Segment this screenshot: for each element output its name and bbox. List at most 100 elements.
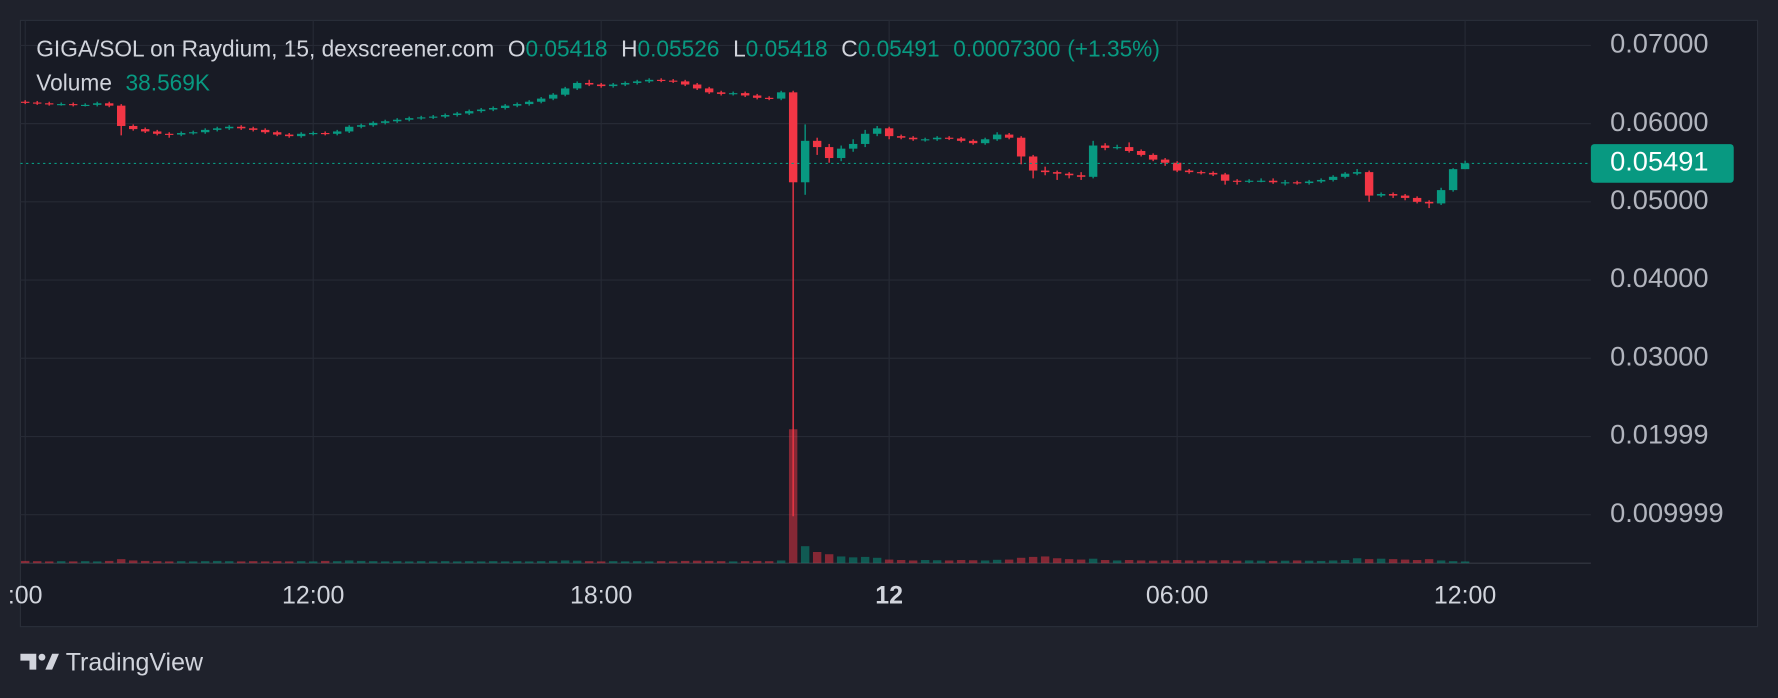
candle-body [560, 88, 570, 95]
volume-bar [812, 551, 822, 564]
volume-bar [416, 561, 426, 564]
volume-bar [129, 560, 138, 564]
candle-body [1184, 170, 1194, 173]
volume-bar [932, 560, 942, 564]
ohlc-letter: H [621, 37, 638, 63]
ohlc-value: 0.05418 [745, 37, 828, 63]
volume-bar [536, 561, 546, 564]
candle-body [656, 79, 666, 81]
candle-body [1388, 194, 1398, 196]
volume-bar [872, 557, 882, 564]
x-tick-label: 12:00 [1434, 582, 1496, 610]
volume-bar [548, 560, 558, 564]
candle-body [1028, 156, 1038, 171]
volume-bar [1016, 557, 1026, 564]
candle-body [908, 137, 918, 140]
candle-body [812, 140, 822, 148]
volume-bar [57, 561, 66, 564]
candle-body [1148, 154, 1158, 160]
candle-body [296, 133, 306, 137]
candle-body [284, 134, 294, 137]
candle-body [440, 115, 450, 117]
volume-bar [1400, 559, 1410, 564]
candle-body [308, 133, 318, 135]
volume-bar [1352, 558, 1362, 564]
volume-bar [428, 561, 438, 564]
volume-bar [188, 561, 198, 564]
volume-bar [356, 560, 366, 564]
candle-body [1304, 181, 1314, 184]
candle-body [93, 103, 102, 105]
volume-bar [272, 561, 282, 564]
volume-bar [668, 561, 678, 564]
candle-body [1364, 172, 1374, 196]
candle-body [884, 128, 894, 137]
volume-bar [1268, 560, 1278, 564]
volume-bar [1172, 560, 1182, 564]
candle-body [1448, 169, 1458, 191]
candle-body [45, 103, 54, 105]
candle-body [968, 140, 978, 144]
volume-bar [800, 546, 810, 564]
volume-bar [308, 561, 318, 564]
candle-body [944, 137, 954, 139]
candle-body [452, 113, 462, 116]
volume-bar [69, 561, 78, 564]
volume-bar [968, 560, 978, 564]
volume-bar [93, 561, 102, 564]
candle-body [1340, 173, 1350, 177]
volume-bar [620, 561, 630, 564]
candle-body [1016, 137, 1026, 157]
candle-body [1112, 147, 1122, 149]
candle-body [644, 79, 654, 82]
candle-body [524, 101, 534, 105]
x-tick-label: 06:00 [1146, 582, 1208, 610]
volume-bar [1208, 560, 1218, 564]
candle-body [464, 111, 474, 114]
volume-bar [296, 561, 306, 564]
volume-bar [1232, 560, 1242, 564]
volume-bar [200, 561, 210, 564]
candle-body [728, 93, 738, 95]
candle-body [1064, 173, 1074, 176]
volume-bar [33, 561, 42, 564]
candle-body [153, 131, 162, 134]
last-price-box [1590, 144, 1734, 183]
volume-bar [1004, 559, 1014, 564]
volume-bar [1052, 558, 1062, 564]
candle-body [1040, 170, 1050, 173]
ohlc-value: 0.05418 [525, 37, 608, 63]
volume-bar [1376, 558, 1386, 564]
x-tick-label: 18:00 [570, 582, 632, 610]
candle-body [236, 126, 246, 129]
y-tick-label: 0.03000 [1610, 340, 1708, 371]
candle-body [932, 137, 942, 140]
candle-body [512, 104, 522, 106]
candle-body [956, 138, 966, 141]
volume-bar [560, 560, 570, 564]
volume-bar [836, 556, 846, 564]
x-tick-label: 12 [875, 582, 903, 610]
volume-bar [596, 561, 606, 564]
volume-bar [368, 561, 378, 564]
volume-bar [740, 561, 750, 564]
x-tick-label: 12:00 [282, 582, 344, 610]
volume-bar [728, 561, 738, 564]
candle-body [608, 84, 618, 87]
candle-body [1160, 159, 1170, 163]
candle-body [272, 132, 282, 135]
volume-bar [488, 561, 498, 564]
volume-bar [1112, 560, 1122, 564]
volume-bar [884, 559, 894, 564]
volume-bar [476, 561, 486, 564]
volume-bar [848, 557, 858, 564]
volume-bar [1448, 561, 1458, 564]
candle-body [680, 81, 690, 85]
candle-body [740, 93, 750, 96]
candle-body [1436, 190, 1446, 204]
volume-bar [992, 559, 1002, 564]
volume-bar [632, 561, 642, 564]
volume-title: Volume [36, 71, 112, 97]
candle-body [1232, 180, 1242, 182]
